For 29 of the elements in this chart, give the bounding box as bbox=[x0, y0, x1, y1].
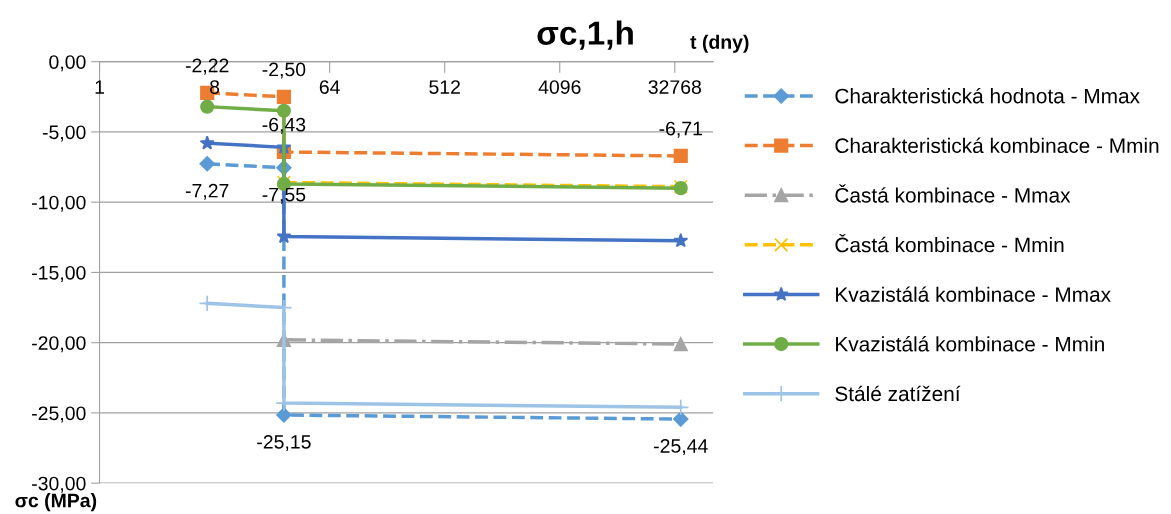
legend-label: Častá kombinace - Mmin bbox=[835, 233, 1064, 253]
data-label: -2,22 bbox=[185, 58, 229, 75]
legend-label: Charakteristická hodnota - Mmax bbox=[835, 87, 1140, 104]
y-tick-label: 0,00 bbox=[49, 55, 86, 72]
data-label: -2,50 bbox=[262, 62, 306, 79]
y-tick-label: -10,00 bbox=[32, 195, 86, 212]
x-tick-label: 512 bbox=[429, 80, 460, 94]
y-tick-label: -5,00 bbox=[42, 125, 86, 142]
legend-label: Stálé zatížení bbox=[835, 385, 961, 402]
y-tick-label: -25,00 bbox=[32, 406, 86, 423]
x-tick-label: 64 bbox=[319, 80, 340, 94]
x-tick-label: 4096 bbox=[538, 80, 581, 94]
data-label: -7,27 bbox=[185, 183, 229, 200]
x-tick-label: 8 bbox=[210, 80, 220, 94]
data-label: -6,71 bbox=[659, 121, 702, 138]
x-axis-title: t (dny) bbox=[690, 34, 749, 53]
legend-label: Charakteristická kombinace - Mmin bbox=[835, 137, 1159, 154]
data-label: -25,15 bbox=[257, 434, 311, 452]
legend-label: Častá kombinace - Mmax bbox=[835, 184, 1071, 203]
legend-label: Kvazistálá kombinace - Mmin bbox=[836, 336, 1104, 352]
data-label: -25,44 bbox=[654, 439, 708, 456]
y-tick-label: -15,00 bbox=[32, 265, 86, 282]
y-tick-label: -30,00 bbox=[32, 476, 86, 493]
legend-label: Kvazistálá kombinace - Mmax bbox=[836, 286, 1111, 302]
x-tick-label: 1 bbox=[95, 80, 104, 94]
y-axis-title: σc (MPa) bbox=[15, 493, 97, 512]
x-tick-label: 32768 bbox=[648, 80, 701, 94]
chart-title: σc,1,h bbox=[537, 20, 633, 50]
y-tick-label: -20,00 bbox=[32, 336, 86, 353]
